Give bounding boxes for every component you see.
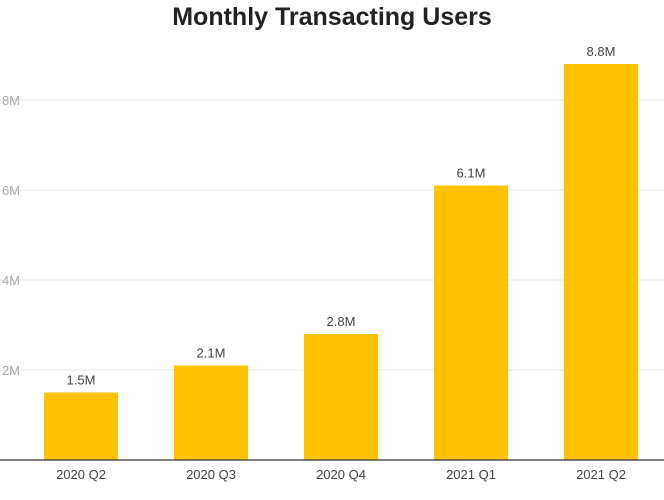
bar-2020-q3 [174,365,248,460]
data-label: 8.8M [587,44,616,59]
x-axis-ticks: 2020 Q2 2020 Q3 2020 Q4 2021 Q1 2021 Q2 [56,467,626,482]
y-tick-label: 4M [2,273,20,288]
x-tick-label: 2021 Q1 [446,467,496,482]
bar-2021-q2 [564,64,638,460]
bar-2020-q4 [304,334,378,460]
bars [44,64,638,460]
data-label: 1.5M [67,373,96,388]
x-tick-label: 2020 Q2 [56,467,106,482]
y-tick-label: 6M [2,183,20,198]
x-tick-label: 2020 Q4 [316,467,366,482]
data-labels: 1.5M 2.1M 2.8M 6.1M 8.8M [67,44,616,388]
data-label: 2.1M [197,346,226,361]
bar-2021-q1 [434,185,508,460]
y-tick-label: 8M [2,93,20,108]
data-label: 2.8M [327,314,356,329]
x-tick-label: 2021 Q2 [576,467,626,482]
y-axis-ticks: 2M 4M 6M 8M [2,93,20,378]
gridlines [0,99,664,371]
x-tick-label: 2020 Q3 [186,467,236,482]
y-tick-label: 2M [2,363,20,378]
data-label: 6.1M [457,166,486,181]
chart-title: Monthly Transacting Users [172,3,492,31]
bar-2020-q2 [44,392,118,460]
